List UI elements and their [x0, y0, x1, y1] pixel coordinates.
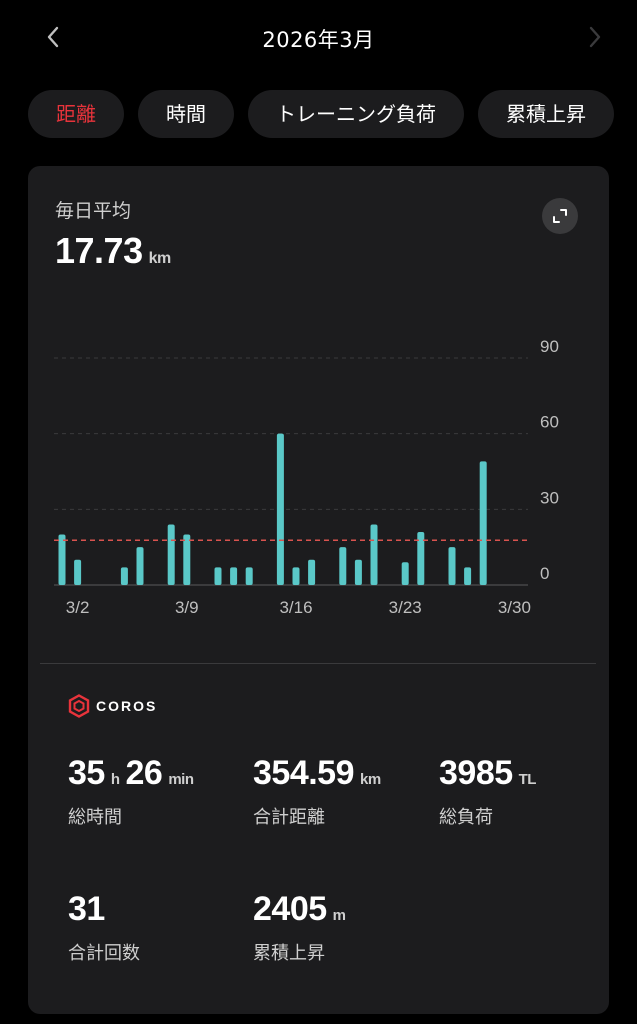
- x-tick-label: 3/23: [389, 598, 422, 617]
- stat-total-count-label: 合計回数: [68, 943, 140, 964]
- prev-month-button[interactable]: [38, 22, 68, 52]
- chevron-right-icon: [589, 26, 601, 48]
- chart-bar: [354, 559, 362, 585]
- y-tick-label: 60: [540, 413, 559, 432]
- chart-bar: [339, 547, 347, 585]
- chart-bar: [120, 567, 128, 585]
- chart-bar: [167, 524, 175, 585]
- y-tick-label: 30: [540, 488, 559, 507]
- divider: [40, 663, 596, 664]
- chart-bar: [308, 559, 316, 585]
- expand-icon: [553, 209, 567, 223]
- y-tick-label: 0: [540, 564, 549, 583]
- coros-logo-text: COROS: [96, 698, 158, 714]
- chart-bar: [417, 532, 425, 585]
- coros-logo-icon: [68, 694, 90, 718]
- stats-card: 毎日平均 17.73 km 90 60 30 0 3/2 3/9 3/16 3/23 3/30 C…: [28, 166, 609, 1014]
- stat-total-count-value: 31: [68, 890, 140, 929]
- stat-total-load-value: 3985 TL: [439, 754, 542, 793]
- header: 2026年3月: [0, 0, 637, 78]
- stat-total-distance-label: 合計距離: [253, 807, 325, 828]
- expand-button[interactable]: [542, 198, 578, 234]
- chart-bar: [448, 547, 456, 585]
- stat-total-load-label: 総負荷: [439, 807, 493, 828]
- stat-total-time-label: 総時間: [68, 807, 122, 828]
- average-unit: km: [148, 250, 172, 267]
- average-value: 17.73 km: [55, 230, 171, 272]
- stat-total-ascent-value: 2405 m: [253, 890, 351, 929]
- chart-bar: [292, 567, 300, 585]
- minutes-unit: min: [168, 771, 194, 788]
- stat-total-distance-value: 354.59 km: [253, 754, 387, 793]
- daily-distance-chart: 90 60 30 0 3/2 3/9 3/16 3/23 3/30: [54, 337, 559, 617]
- tab-time[interactable]: 時間: [138, 90, 234, 138]
- hours-unit: h: [110, 771, 120, 788]
- load-value: 3985: [439, 754, 513, 792]
- month-title: 2026年3月: [262, 28, 375, 52]
- ascent-value: 2405: [253, 890, 327, 928]
- chart-bar: [479, 461, 487, 585]
- x-tick-label: 3/9: [175, 598, 199, 617]
- metric-tabs: 距離 時間 トレーニング負荷 累積上昇: [28, 90, 637, 138]
- stat-total-time-value: 35 h 26 min: [68, 754, 200, 793]
- stat-total-load: 3985 TL 総負荷: [439, 754, 542, 829]
- x-tick-label: 3/16: [279, 598, 312, 617]
- tab-ascent[interactable]: 累積上昇: [478, 90, 614, 138]
- average-label: 毎日平均: [55, 200, 132, 222]
- stat-total-ascent-label: 累積上昇: [253, 943, 325, 964]
- count-value: 31: [68, 890, 105, 928]
- stat-total-time: 35 h 26 min 総時間: [68, 754, 200, 829]
- x-tick-label: 3/30: [498, 598, 531, 617]
- stat-total-count: 31 合計回数: [68, 890, 140, 965]
- distance-unit: km: [360, 771, 381, 788]
- chart-bar: [58, 534, 66, 585]
- chart-bar: [214, 567, 222, 585]
- chart-bar: [464, 567, 472, 585]
- chart-bar: [370, 524, 378, 585]
- tab-training-load[interactable]: トレーニング負荷: [248, 90, 464, 138]
- load-unit: TL: [518, 771, 537, 788]
- tab-distance[interactable]: 距離: [28, 90, 124, 138]
- chart-bar: [245, 567, 253, 585]
- minutes-value: 26: [125, 754, 163, 792]
- ascent-unit: m: [332, 907, 346, 924]
- next-month-button[interactable]: [580, 22, 610, 52]
- y-tick-label: 90: [540, 337, 559, 356]
- coros-logo: COROS: [68, 694, 157, 718]
- chart-bar: [136, 547, 144, 585]
- chevron-left-icon: [47, 26, 59, 48]
- chart-bar: [401, 562, 409, 585]
- chart-bar: [230, 567, 238, 585]
- x-tick-label: 3/2: [66, 598, 90, 617]
- stat-total-distance: 354.59 km 合計距離: [253, 754, 387, 829]
- average-number: 17.73: [55, 230, 143, 271]
- stat-total-ascent: 2405 m 累積上昇: [253, 890, 351, 965]
- distance-value: 354.59: [253, 754, 355, 792]
- chart-bar: [183, 534, 191, 585]
- hours-value: 35: [68, 754, 105, 792]
- chart-bar: [74, 559, 82, 585]
- chart-bar: [276, 433, 284, 585]
